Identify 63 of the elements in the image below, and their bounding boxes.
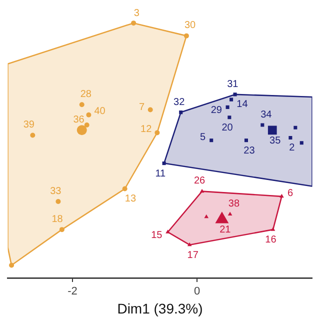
point — [280, 194, 284, 198]
annotation: 35 — [270, 135, 282, 146]
point — [294, 126, 298, 130]
point — [204, 214, 209, 218]
point — [230, 98, 234, 102]
point — [288, 136, 292, 140]
x-axis-title: Dim1 (39.3%) — [117, 300, 203, 316]
annotation: 11 — [155, 168, 166, 180]
point — [200, 188, 204, 193]
point — [148, 107, 153, 112]
x-tick-label: -2 — [68, 286, 78, 298]
point — [228, 116, 232, 120]
point — [84, 122, 90, 128]
point — [179, 110, 183, 114]
annotation: 5 — [200, 132, 206, 143]
annotation: 33 — [50, 186, 62, 197]
point — [210, 138, 214, 142]
point — [233, 92, 237, 96]
annotation: 17 — [187, 250, 199, 262]
annotation: 31 — [227, 78, 239, 90]
point — [226, 105, 230, 109]
annotation: 29 — [210, 104, 222, 116]
annotation: 16 — [265, 234, 277, 246]
annotation: 12 — [140, 124, 152, 135]
point — [56, 199, 61, 204]
point — [184, 33, 189, 38]
annotation: 15 — [151, 230, 163, 241]
annotation: 38 — [228, 198, 240, 210]
annotation: 23 — [244, 146, 256, 157]
point — [162, 162, 166, 166]
point — [166, 230, 170, 234]
annotation: 14 — [236, 98, 248, 110]
point — [228, 212, 232, 216]
point — [79, 102, 84, 108]
annotation: 34 — [260, 109, 272, 120]
point — [300, 141, 304, 145]
annotation: 2 — [289, 142, 296, 154]
point — [244, 138, 248, 142]
annotation: 18 — [52, 214, 64, 225]
point — [86, 112, 92, 118]
annotation: 13 — [124, 194, 136, 205]
annotation: 39 — [23, 120, 35, 131]
point — [9, 262, 14, 268]
annotation: 3 — [134, 8, 140, 20]
annotation: 28 — [80, 88, 92, 100]
x-tick-label: 0 — [194, 286, 200, 298]
annotation: 20 — [222, 122, 234, 134]
point — [260, 123, 264, 127]
annotation: 36 — [73, 114, 85, 126]
point — [154, 130, 160, 136]
point — [131, 20, 136, 26]
annotation: 26 — [194, 176, 206, 187]
point — [59, 227, 64, 232]
point — [187, 242, 192, 246]
point — [122, 186, 128, 192]
point — [30, 132, 36, 138]
annotation: 32 — [174, 96, 186, 108]
annotation: 40 — [94, 106, 106, 117]
annotation: 7 — [138, 102, 145, 113]
annotation: 21 — [220, 224, 232, 236]
point — [270, 227, 276, 231]
annotation: 30 — [184, 20, 196, 32]
annotation: 6 — [288, 188, 294, 200]
